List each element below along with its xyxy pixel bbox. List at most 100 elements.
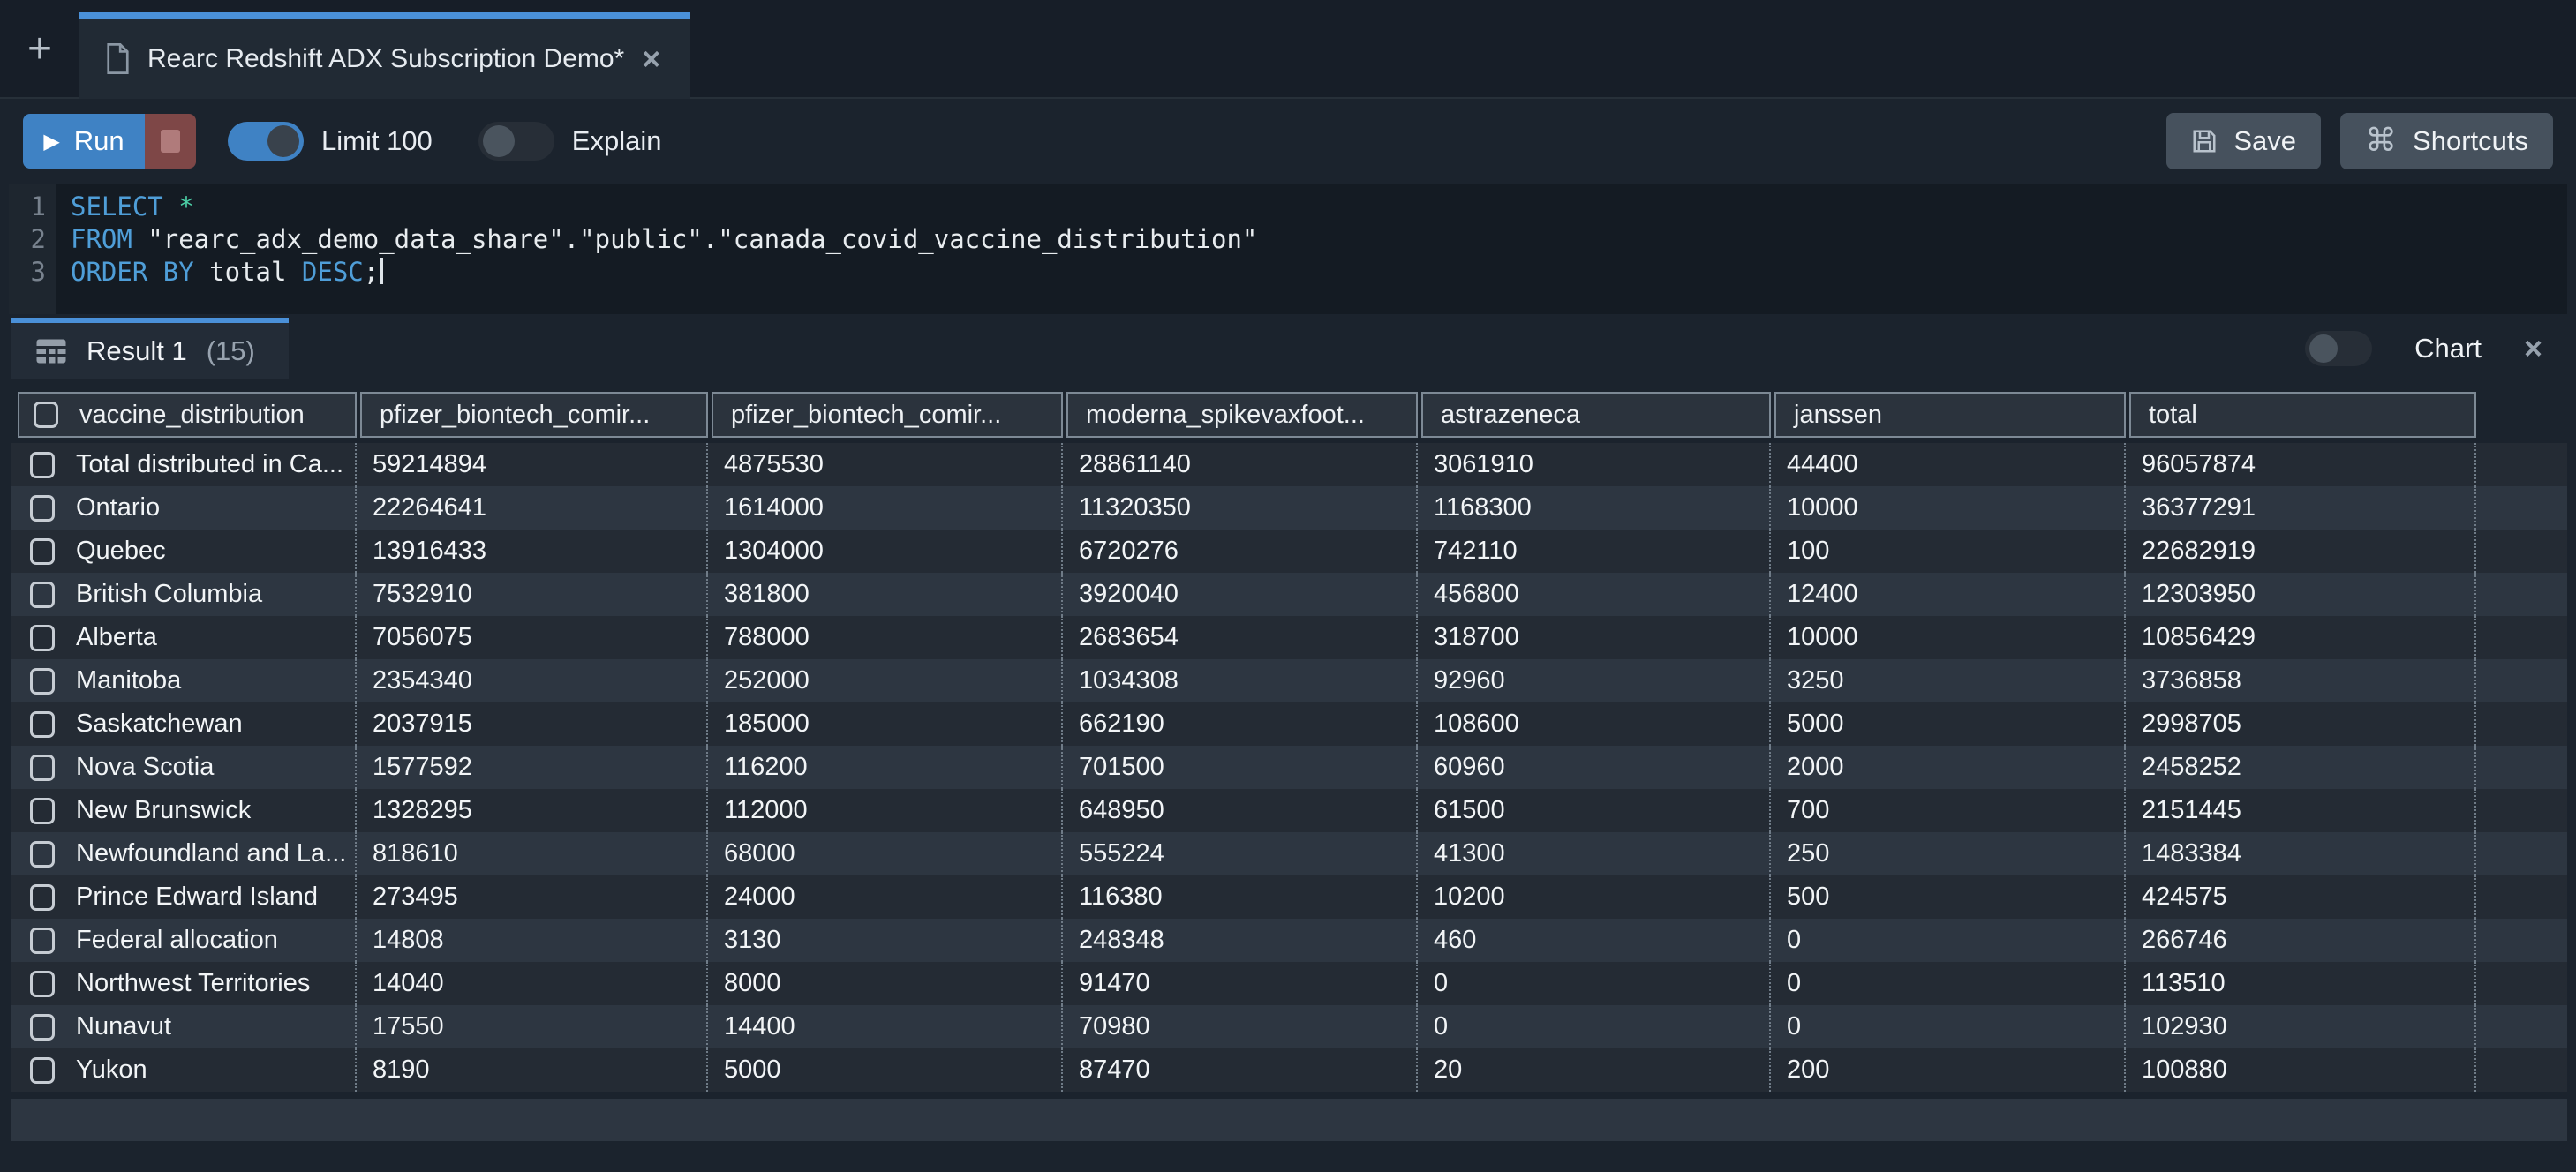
table-cell[interactable]: 36377291 — [2126, 486, 2476, 530]
table-cell[interactable]: 3130 — [708, 919, 1063, 962]
table-cell[interactable]: 555224 — [1063, 832, 1418, 875]
table-cell[interactable]: 116200 — [708, 746, 1063, 789]
row-checkbox[interactable] — [30, 710, 55, 738]
table-cell[interactable]: 112000 — [708, 789, 1063, 832]
row-checkbox[interactable] — [30, 927, 55, 954]
table-cell[interactable]: 102930 — [2126, 1005, 2476, 1048]
table-row[interactable]: British Columbia 7532910 381800 3920040 4568… — [11, 573, 2567, 616]
table-cell[interactable]: 22682919 — [2126, 530, 2476, 573]
table-cell[interactable]: 185000 — [708, 702, 1063, 746]
explain-toggle[interactable] — [478, 122, 554, 161]
table-cell[interactable]: 8190 — [357, 1048, 708, 1092]
table-row[interactable]: Yukon 8190 5000 87470 20 200 100880 — [11, 1048, 2567, 1092]
table-cell[interactable]: 2458252 — [2126, 746, 2476, 789]
table-cell[interactable]: 10000 — [1771, 616, 2126, 659]
row-checkbox[interactable] — [30, 797, 55, 824]
table-cell[interactable]: 0 — [1771, 1005, 2126, 1048]
table-cell[interactable]: 381800 — [708, 573, 1063, 616]
table-cell[interactable]: 116380 — [1063, 875, 1418, 919]
table-cell[interactable]: Prince Edward Island — [11, 875, 357, 919]
table-cell[interactable]: 701500 — [1063, 746, 1418, 789]
table-cell[interactable]: Quebec — [11, 530, 357, 573]
stop-button[interactable] — [145, 114, 196, 169]
column-header[interactable]: astrazeneca — [1421, 392, 1771, 438]
table-cell[interactable]: 0 — [1771, 962, 2126, 1005]
table-cell[interactable]: 1304000 — [708, 530, 1063, 573]
table-cell[interactable]: 10200 — [1418, 875, 1771, 919]
table-row[interactable]: Nova Scotia 1577592 116200 701500 60960 2000 2… — [11, 746, 2567, 789]
table-cell[interactable]: 70980 — [1063, 1005, 1418, 1048]
table-cell[interactable]: 24000 — [708, 875, 1063, 919]
row-checkbox[interactable] — [30, 667, 55, 695]
table-cell[interactable]: Alberta — [11, 616, 357, 659]
save-button[interactable]: Save — [2166, 113, 2322, 169]
table-cell[interactable]: 456800 — [1418, 573, 1771, 616]
table-cell[interactable]: 108600 — [1418, 702, 1771, 746]
row-checkbox[interactable] — [30, 970, 55, 997]
table-cell[interactable]: 742110 — [1418, 530, 1771, 573]
table-cell[interactable]: 3920040 — [1063, 573, 1418, 616]
table-cell[interactable]: 12400 — [1771, 573, 2126, 616]
table-row[interactable]: Total distributed in Ca... 59214894 487553… — [11, 443, 2567, 486]
table-cell[interactable]: 266746 — [2126, 919, 2476, 962]
row-checkbox[interactable] — [30, 624, 55, 651]
column-header[interactable]: moderna_spikevaxfoot... — [1066, 392, 1418, 438]
editor-tab[interactable]: Rearc Redshift ADX Subscription Demo* × — [79, 12, 691, 99]
row-checkbox[interactable] — [30, 1013, 55, 1041]
table-cell[interactable]: 20 — [1418, 1048, 1771, 1092]
row-checkbox[interactable] — [30, 840, 55, 868]
table-row[interactable]: Newfoundland and La... 818610 68000 555224 4… — [11, 832, 2567, 875]
table-cell[interactable]: 500 — [1771, 875, 2126, 919]
row-checkbox[interactable] — [30, 581, 55, 608]
table-row[interactable]: Prince Edward Island 273495 24000 116380 102… — [11, 875, 2567, 919]
run-button[interactable]: ▶ Run — [23, 114, 145, 169]
table-cell[interactable]: 2354340 — [357, 659, 708, 702]
table-cell[interactable]: Yukon — [11, 1048, 357, 1092]
table-cell[interactable]: 7056075 — [357, 616, 708, 659]
table-row[interactable]: Manitoba 2354340 252000 1034308 92960 3250 373… — [11, 659, 2567, 702]
table-cell[interactable]: Federal allocation — [11, 919, 357, 962]
table-cell[interactable]: 818610 — [357, 832, 708, 875]
table-cell[interactable]: 248348 — [1063, 919, 1418, 962]
column-header[interactable]: total — [2129, 392, 2476, 438]
table-cell[interactable]: 7532910 — [357, 573, 708, 616]
select-all-checkbox[interactable] — [34, 402, 58, 428]
table-cell[interactable]: 87470 — [1063, 1048, 1418, 1092]
result-tab[interactable]: Result 1 (15) — [11, 318, 289, 379]
table-cell[interactable]: 2998705 — [2126, 702, 2476, 746]
table-cell[interactable]: 1577592 — [357, 746, 708, 789]
table-cell[interactable]: Total distributed in Ca... — [11, 443, 357, 486]
table-row[interactable]: New Brunswick 1328295 112000 648950 61500 700… — [11, 789, 2567, 832]
table-cell[interactable]: 44400 — [1771, 443, 2126, 486]
shortcuts-button[interactable]: ⌘ Shortcuts — [2340, 113, 2553, 169]
table-cell[interactable]: 1168300 — [1418, 486, 1771, 530]
table-cell[interactable]: 113510 — [2126, 962, 2476, 1005]
table-cell[interactable]: 3250 — [1771, 659, 2126, 702]
table-cell[interactable]: 28861140 — [1063, 443, 1418, 486]
table-cell[interactable]: 14808 — [357, 919, 708, 962]
tab-close-icon[interactable]: × — [642, 40, 661, 77]
row-checkbox[interactable] — [30, 451, 55, 478]
table-cell[interactable]: 11320350 — [1063, 486, 1418, 530]
table-cell[interactable]: 2037915 — [357, 702, 708, 746]
table-row[interactable]: Nunavut 17550 14400 70980 0 0 102930 — [11, 1005, 2567, 1048]
table-cell[interactable]: 1483384 — [2126, 832, 2476, 875]
table-cell[interactable]: 2683654 — [1063, 616, 1418, 659]
table-cell[interactable]: 100880 — [2126, 1048, 2476, 1092]
table-cell[interactable]: 59214894 — [357, 443, 708, 486]
table-cell[interactable]: 12303950 — [2126, 573, 2476, 616]
table-row[interactable]: Ontario 22264641 1614000 11320350 1168300 100… — [11, 486, 2567, 530]
table-cell[interactable]: British Columbia — [11, 573, 357, 616]
table-cell[interactable]: 61500 — [1418, 789, 1771, 832]
table-cell[interactable]: 92960 — [1418, 659, 1771, 702]
table-cell[interactable]: 1328295 — [357, 789, 708, 832]
table-cell[interactable]: 200 — [1771, 1048, 2126, 1092]
table-cell[interactable]: 14400 — [708, 1005, 1063, 1048]
table-cell[interactable]: 10856429 — [2126, 616, 2476, 659]
table-cell[interactable]: 648950 — [1063, 789, 1418, 832]
row-checkbox[interactable] — [30, 494, 55, 522]
table-cell[interactable]: 4875530 — [708, 443, 1063, 486]
table-cell[interactable]: 13916433 — [357, 530, 708, 573]
table-cell[interactable]: 250 — [1771, 832, 2126, 875]
table-cell[interactable]: 2000 — [1771, 746, 2126, 789]
